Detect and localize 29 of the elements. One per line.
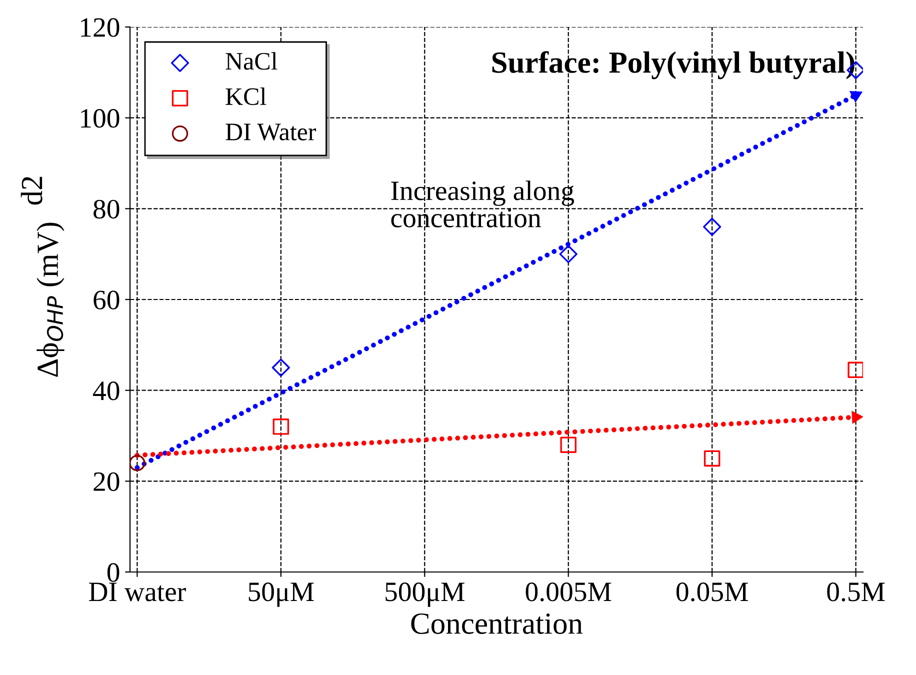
y-tick-label: 80 [94, 200, 120, 219]
point [704, 450, 720, 467]
y-tick-label: 40 [93, 382, 120, 400]
x-tick-label: DI water [89, 582, 186, 602]
y-tick-label: 100 [81, 109, 120, 128]
y-tick-label: 20 [94, 472, 120, 492]
text: d2 [20, 176, 42, 205]
text: Surface: Poly(vinyl butyral) [492, 51, 854, 80]
point [703, 218, 722, 236]
point [130, 454, 146, 472]
legend-label: DI Water [226, 124, 316, 141]
x-tick-label: 0.05M [676, 582, 748, 602]
y-tick-label: 120 [81, 18, 120, 37]
point [560, 436, 576, 453]
x-axis-title: Concentration [411, 613, 583, 634]
x-tick-label: 0.005M [526, 582, 612, 602]
annotation: Increasing along concentration [391, 180, 574, 228]
y-tick-label: 0 [107, 563, 120, 582]
point [559, 245, 578, 264]
legend-label: NaCl [226, 52, 278, 70]
point [272, 418, 290, 435]
x-tick-label: 500μM [386, 582, 464, 607]
x-tick-label: 50μM [248, 582, 314, 607]
point [272, 358, 290, 377]
x-tick-label: 0.5M [827, 582, 885, 602]
y-axis-title: Δϕ$_{OHP}$ (mV) [36, 222, 64, 377]
y-tick-label: 60 [94, 290, 120, 310]
point [848, 362, 863, 378]
legend-label: KCl [226, 87, 266, 106]
